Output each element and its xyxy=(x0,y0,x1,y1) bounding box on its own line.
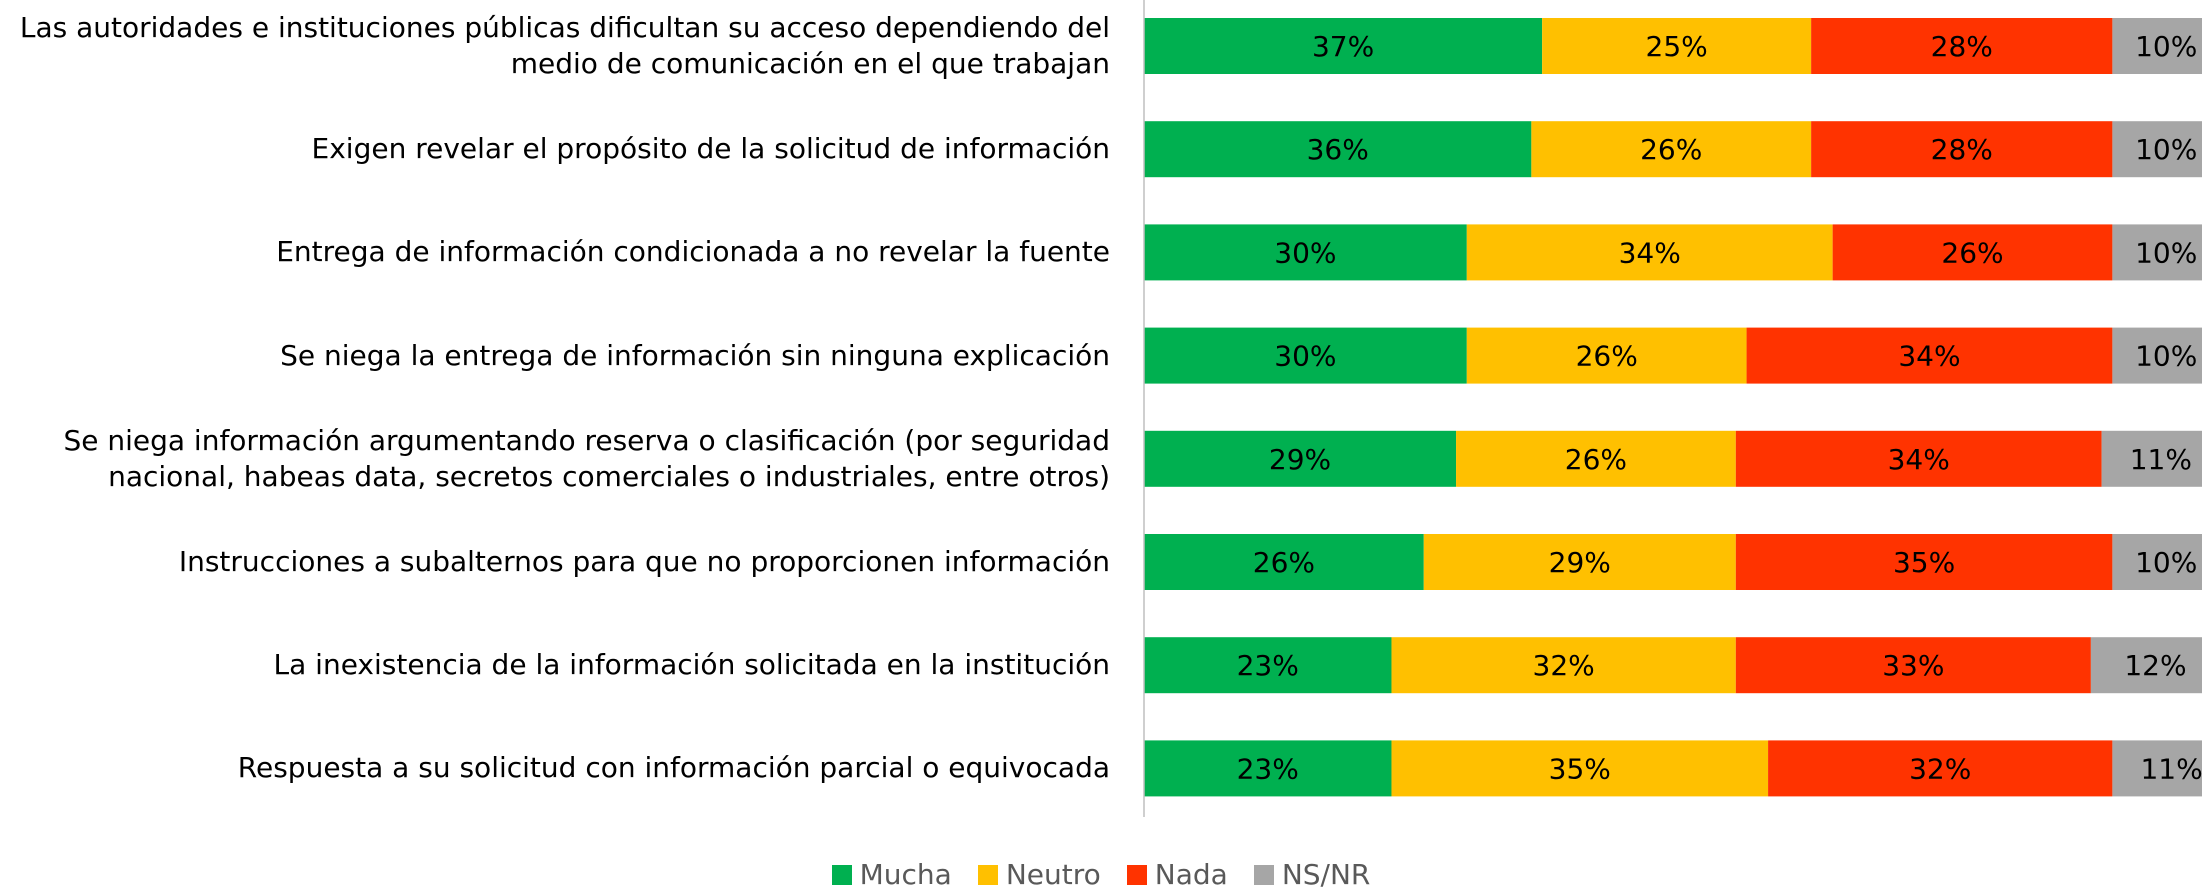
bar-segment xyxy=(1811,18,2113,74)
data-label: 11% xyxy=(2140,752,2202,785)
legend-label: Mucha xyxy=(859,858,952,891)
bar-segment xyxy=(1746,327,2113,384)
data-label: 35% xyxy=(1549,752,1611,785)
legend-swatch xyxy=(1253,864,1274,885)
data-label: 30% xyxy=(1274,236,1336,269)
data-label: 11% xyxy=(2130,443,2192,476)
data-label: 28% xyxy=(1931,133,1993,166)
legend-label: NS/NR xyxy=(1281,858,1371,891)
bar-segment xyxy=(1542,18,1812,74)
bar-segment xyxy=(1423,534,1736,590)
bar-segment xyxy=(1144,637,1392,694)
data-label: 10% xyxy=(2135,30,2197,63)
data-label: 34% xyxy=(1619,236,1681,269)
data-label: 26% xyxy=(1253,546,1315,579)
data-label: 10% xyxy=(2135,236,2197,269)
data-label: 36% xyxy=(1307,133,1369,166)
bar-segment xyxy=(1144,121,1532,178)
bar-segment xyxy=(1456,430,1736,487)
data-label: 23% xyxy=(1237,752,1299,785)
bar-segment xyxy=(2112,224,2202,281)
bar-segment xyxy=(1735,534,2113,590)
bar-segment xyxy=(1391,740,1769,797)
data-label: 25% xyxy=(1646,30,1708,63)
legend-item: NS/NR xyxy=(1253,858,1371,891)
bar-segment xyxy=(2101,430,2202,487)
data-label: 33% xyxy=(1882,649,1944,682)
bar-segment xyxy=(1811,121,2113,178)
legend-item: Mucha xyxy=(831,858,952,891)
legend-swatch xyxy=(977,864,998,885)
data-label: 29% xyxy=(1269,443,1331,476)
data-label: 26% xyxy=(1576,340,1638,373)
bar-segment xyxy=(2112,534,2202,590)
category-label: Se niega la entrega de información sin n… xyxy=(280,338,1110,372)
bar-segment xyxy=(1144,18,1543,74)
data-label: 29% xyxy=(1549,546,1611,579)
bar-segment xyxy=(1144,327,1467,384)
bar-segment xyxy=(1144,224,1467,281)
bar-segment xyxy=(1768,740,2113,797)
chart: 37% 25% 28% 10% 36% 26% 28% 10% 30% 34% 26% 10% 30% 2… xyxy=(1143,0,2202,817)
data-label: 32% xyxy=(1909,752,1971,785)
data-label: 35% xyxy=(1893,546,1955,579)
category-label: Se niega información argumentando reserv… xyxy=(63,423,1110,493)
bar-segment xyxy=(1391,637,1736,694)
data-label: 10% xyxy=(2135,340,2197,373)
bar-segment xyxy=(2112,121,2202,178)
legend-item: Nada xyxy=(1126,858,1228,891)
legend-swatch xyxy=(831,864,852,885)
data-label: 12% xyxy=(2124,649,2186,682)
data-label: 32% xyxy=(1533,649,1595,682)
bar-segment xyxy=(1735,637,2091,694)
bar-segment xyxy=(1466,327,1747,384)
data-label: 26% xyxy=(1565,443,1627,476)
data-label: 37% xyxy=(1312,30,1374,63)
legend-label: Neutro xyxy=(1005,858,1101,891)
bar-segment xyxy=(1466,224,1833,281)
data-label: 34% xyxy=(1888,443,1950,476)
category-label: Instrucciones a subalternos para que no … xyxy=(178,545,1110,578)
category-label: Exigen revelar el propósito de la solici… xyxy=(311,132,1110,166)
bar-segment xyxy=(1144,534,1424,590)
data-label: 28% xyxy=(1931,30,1993,63)
legend-item: Neutro xyxy=(977,858,1101,891)
bar-segment xyxy=(2112,327,2202,384)
bar-segment xyxy=(1531,121,1812,178)
bar-segment xyxy=(1144,740,1392,797)
bar-segment xyxy=(2112,18,2202,74)
bar-segment xyxy=(2112,740,2202,797)
data-label: 26% xyxy=(1640,133,1702,166)
legend: Mucha Neutro Nada NS/NR xyxy=(0,858,2202,891)
bar-segment xyxy=(2090,637,2202,694)
bar-segment xyxy=(1832,224,2113,281)
data-label: 30% xyxy=(1274,340,1336,373)
category-label: Entrega de información condicionada a no… xyxy=(276,235,1110,269)
data-label: 10% xyxy=(2135,133,2197,166)
data-label: 26% xyxy=(1941,236,2003,269)
category-label: Las autoridades e instituciones públicas… xyxy=(19,11,1110,80)
data-label: 10% xyxy=(2135,546,2197,579)
category-label: Respuesta a su solicitud con información… xyxy=(237,751,1110,785)
bar-segment xyxy=(1735,430,2102,487)
bar-segment xyxy=(1144,430,1457,487)
data-label: 23% xyxy=(1237,649,1299,682)
legend-label: Nada xyxy=(1154,858,1228,891)
category-label: La inexistencia de la información solici… xyxy=(273,648,1110,682)
data-label: 34% xyxy=(1898,340,1960,373)
legend-swatch xyxy=(1126,864,1147,885)
